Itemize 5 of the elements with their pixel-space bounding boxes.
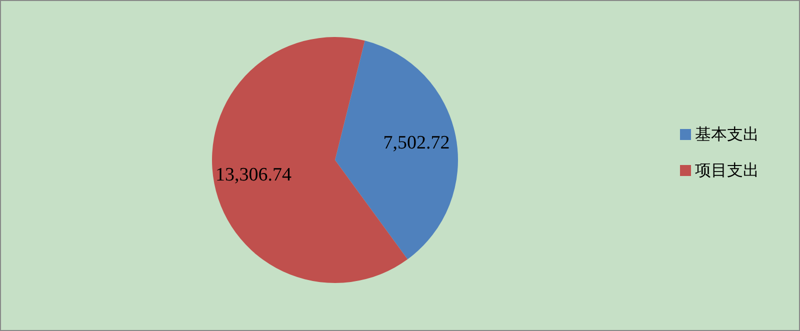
data-label: 13,306.74 bbox=[216, 164, 292, 186]
pie-slice bbox=[335, 40, 458, 260]
legend-label: 基本支出 bbox=[695, 124, 759, 144]
data-label: 7,502.72 bbox=[383, 132, 450, 154]
legend-label: 项目支出 bbox=[695, 160, 759, 180]
